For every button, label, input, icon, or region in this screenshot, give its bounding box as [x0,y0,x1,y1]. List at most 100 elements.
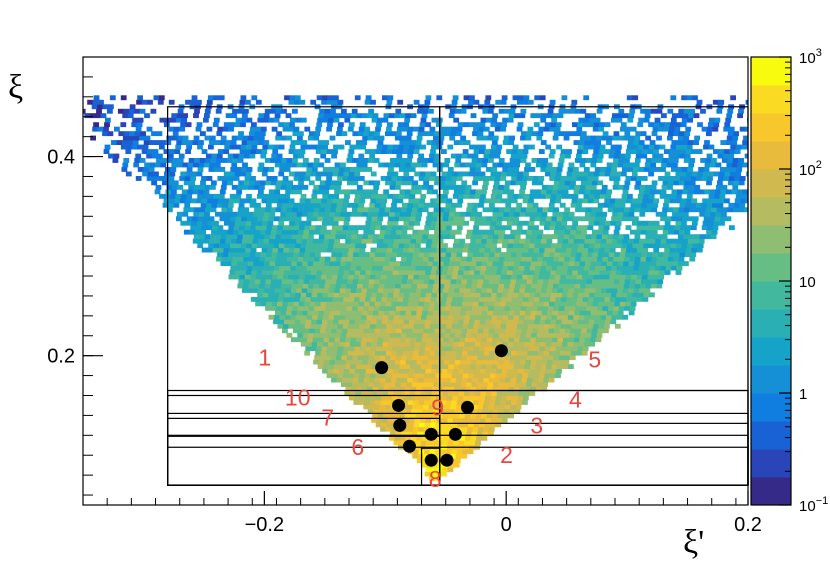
heatmap-cell [522,296,529,302]
heatmap-cell [554,274,561,280]
heatmap-cell [376,220,383,226]
heatmap-cell [285,211,292,217]
heatmap-cell [381,395,388,401]
heatmap-cell [425,220,432,226]
heatmap-cell [451,373,458,378]
heatmap-cell [470,211,477,217]
heatmap-cell [298,279,304,284]
heatmap-cell [341,382,347,387]
heatmap-cell [193,113,199,119]
heatmap-cell [501,417,508,423]
heatmap-cell [443,261,450,266]
heatmap-cell [592,229,598,235]
heatmap-cell [723,126,730,132]
heatmap-cell [225,113,232,119]
heatmap-cell [690,202,697,208]
heatmap-cell [288,274,295,280]
heatmap-cell [338,144,345,150]
heatmap-cell [388,216,394,222]
heatmap-cell [245,220,252,226]
heatmap-cell [421,113,428,119]
heatmap-cell [737,162,744,168]
heatmap-cell [618,305,625,311]
heatmap-cell [263,238,270,244]
heatmap-cell [349,391,356,396]
heatmap-cell [430,247,436,253]
heatmap-cell [471,234,478,240]
heatmap-cell [501,319,508,325]
heatmap-cell [282,126,289,132]
heatmap-cell [372,314,378,320]
heatmap-cell [381,422,387,428]
heatmap-cell [458,193,465,199]
heatmap-cell [425,122,431,128]
heatmap-cell [300,171,306,177]
heatmap-cell [478,373,485,378]
heatmap-cell [632,292,639,298]
heatmap-cell [368,207,375,213]
heatmap-cell [416,386,422,392]
heatmap-cell [223,122,230,128]
heatmap-cell [568,211,575,217]
heatmap-cell [318,261,325,266]
heatmap-cell [624,279,631,284]
heatmap-cell [372,238,379,244]
heatmap-cell [258,162,265,168]
heatmap-cell [606,288,613,293]
heatmap-cell [563,211,569,217]
heatmap-cell [420,368,426,374]
heatmap-cell [302,261,308,266]
heatmap-cell [266,176,273,181]
heatmap-cell [516,377,522,383]
heatmap-cell [463,270,470,275]
heatmap-cell [708,220,714,226]
heatmap-cell [432,261,439,266]
heatmap-cell [336,350,343,356]
heatmap-cell [515,332,521,338]
heatmap-cell [643,117,650,123]
heatmap-cell [297,305,304,311]
heatmap-cell [529,364,536,369]
heatmap-cell [517,171,524,177]
heatmap-cell [575,279,582,284]
heatmap-cell [576,202,582,208]
heatmap-cell [387,243,394,249]
heatmap-cell [712,126,719,132]
heatmap-cell [696,176,702,181]
heatmap-cell [429,323,436,329]
heatmap-cell [571,225,577,231]
heatmap-cell [453,189,460,195]
heatmap-cell [377,391,383,396]
heatmap-cell [342,176,349,181]
heatmap-cell [697,122,703,128]
heatmap-cell [324,234,331,240]
heatmap-cell [262,292,269,298]
heatmap-cell [415,265,422,271]
heatmap-cell [362,158,369,163]
heatmap-cell [377,341,383,347]
heatmap-cell [414,417,421,423]
heatmap-cell [579,337,586,343]
heatmap-cell [500,198,507,204]
heatmap-cell [537,377,544,383]
heatmap-cell [458,292,465,298]
heatmap-cell [595,211,602,217]
heatmap-cell [401,305,407,311]
heatmap-cell [442,440,449,446]
heatmap-cell [504,382,510,387]
heatmap-cell [102,104,109,110]
heatmap-cell [737,113,743,119]
heatmap-cell [592,279,598,284]
heatmap-cell [482,332,489,338]
heatmap-cell [251,243,258,249]
heatmap-cell [658,274,665,280]
heatmap-cell [681,117,688,123]
heatmap-cell [613,305,620,311]
heatmap-cell [445,449,452,455]
heatmap-cell [420,341,427,347]
heatmap-cell [312,238,319,244]
heatmap-cell [346,382,353,387]
heatmap-cell [423,279,430,284]
heatmap-cell [523,395,529,401]
heatmap-cell [255,126,262,132]
